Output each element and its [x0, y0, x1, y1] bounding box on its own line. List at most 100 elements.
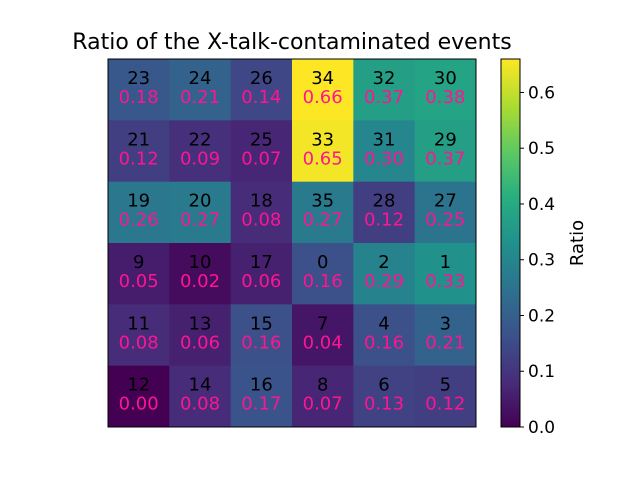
cell-ratio-label: 0.18 — [119, 87, 159, 108]
cell-ratio-label: 0.00 — [119, 394, 159, 415]
cell-ratio-label: 0.06 — [180, 332, 220, 353]
heatmap-cell — [108, 181, 170, 244]
cell-ratio-label: 0.26 — [119, 210, 159, 231]
cell-ratio-label: 0.16 — [303, 271, 343, 292]
cell-id-label: 28 — [373, 191, 396, 212]
colorbar-label: Ratio — [567, 220, 588, 266]
cell-id-label: 33 — [311, 129, 334, 150]
cell-ratio-label: 0.30 — [364, 148, 404, 169]
colorbar — [500, 58, 521, 428]
cell-id-label: 15 — [250, 313, 273, 334]
cell-ratio-label: 0.05 — [119, 271, 159, 292]
cell-id-label: 2 — [378, 252, 389, 273]
cell-id-label: 13 — [189, 313, 212, 334]
cell-ratio-label: 0.06 — [241, 271, 281, 292]
heatmap-cell — [230, 243, 293, 305]
cell-ratio-label: 0.21 — [425, 332, 465, 353]
colorbar-tick-label: 0.4 — [528, 195, 555, 215]
cell-id-label: 25 — [250, 129, 273, 150]
cell-id-label: 24 — [189, 68, 212, 89]
cell-ratio-label: 0.37 — [364, 87, 404, 108]
cell-id-label: 35 — [311, 191, 334, 212]
cell-id-label: 10 — [189, 252, 212, 273]
heatmap-cell — [414, 304, 477, 367]
cell-ratio-label: 0.07 — [303, 394, 343, 415]
cell-id-label: 12 — [127, 375, 150, 396]
cell-ratio-label: 0.08 — [180, 394, 220, 415]
heatmap-cell — [292, 304, 354, 367]
cell-id-label: 31 — [373, 129, 396, 150]
heatmap-cell — [353, 365, 416, 428]
cell-ratio-label: 0.38 — [425, 87, 465, 108]
heatmap-cell — [292, 120, 354, 183]
cell-id-label: 26 — [250, 68, 273, 89]
heatmap-cell — [353, 59, 416, 121]
heatmap-cell — [169, 59, 232, 121]
colorbar-tick-label: 0.3 — [528, 251, 555, 271]
cell-ratio-label: 0.33 — [425, 271, 465, 292]
heatmap-cell — [292, 243, 354, 305]
heatmap-cell — [108, 365, 170, 428]
heatmap-cell — [108, 120, 170, 183]
heatmap-cell — [353, 120, 416, 183]
heatmap-cell — [353, 304, 416, 367]
heatmap-cell — [414, 365, 477, 428]
heatmap-cell — [108, 59, 170, 121]
heatmap-cell — [414, 181, 477, 244]
heatmap-cell — [414, 243, 477, 305]
cell-ratio-label: 0.12 — [364, 210, 404, 231]
cell-id-label: 20 — [189, 191, 212, 212]
cell-ratio-label: 0.08 — [241, 210, 281, 231]
cell-ratio-label: 0.09 — [180, 148, 220, 169]
cell-id-label: 4 — [378, 313, 389, 334]
cell-id-label: 7 — [317, 313, 328, 334]
colorbar-ticks: 0.0 0.1 0.2 0.3 0.4 0.5 0.6 — [520, 83, 555, 438]
plot-frame — [107, 58, 477, 428]
cell-id-label: 34 — [311, 68, 334, 89]
cell-id-label: 21 — [127, 129, 150, 150]
cell-id-label: 8 — [317, 375, 328, 396]
chart-title: Ratio of the X-talk-contaminated events — [72, 30, 511, 55]
cell-id-label: 32 — [373, 68, 396, 89]
cell-id-label: 1 — [440, 252, 451, 273]
heatmap-cell — [414, 120, 477, 183]
cell-id-label: 17 — [250, 252, 273, 273]
heatmap-cell — [169, 365, 232, 428]
cell-id-label: 19 — [127, 191, 150, 212]
heatmap-cell — [169, 243, 232, 305]
cell-id-label: 3 — [440, 313, 451, 334]
cell-id-label: 6 — [378, 375, 389, 396]
cell-ratio-label: 0.66 — [303, 87, 343, 108]
cell-ratio-label: 0.27 — [180, 210, 220, 231]
heatmap-cell — [169, 181, 232, 244]
heatmap-cell — [108, 304, 170, 367]
heatmap-cell — [353, 243, 416, 305]
cell-id-label: 11 — [127, 313, 150, 334]
cell-id-label: 30 — [434, 68, 457, 89]
cell-ratio-label: 0.13 — [364, 394, 404, 415]
heatmap-cell — [230, 181, 293, 244]
cell-ratio-label: 0.29 — [364, 271, 404, 292]
heatmap-cell — [230, 120, 293, 183]
cell-id-label: 9 — [133, 252, 144, 273]
heatmap-cell — [292, 365, 354, 428]
cell-ratio-label: 0.27 — [303, 210, 343, 231]
heatmap-cell — [230, 365, 293, 428]
heatmap-cell — [353, 181, 416, 244]
heatmap-cell — [292, 59, 354, 121]
heatmap-cell — [230, 59, 293, 121]
heatmap-cells: 230.18240.21260.14340.66320.37300.38210.… — [108, 59, 477, 428]
cell-ratio-label: 0.16 — [364, 332, 404, 353]
heatmap-cell — [292, 181, 354, 244]
colorbar-tick-label: 0.1 — [528, 362, 555, 382]
cell-ratio-label: 0.12 — [119, 148, 159, 169]
cell-id-label: 27 — [434, 191, 457, 212]
cell-ratio-label: 0.02 — [180, 271, 220, 292]
heatmap-cell — [230, 304, 293, 367]
cell-id-label: 16 — [250, 375, 273, 396]
cell-ratio-label: 0.16 — [241, 332, 281, 353]
colorbar-tick-label: 0.2 — [528, 306, 555, 326]
cell-id-label: 0 — [317, 252, 328, 273]
cell-id-label: 14 — [189, 375, 212, 396]
